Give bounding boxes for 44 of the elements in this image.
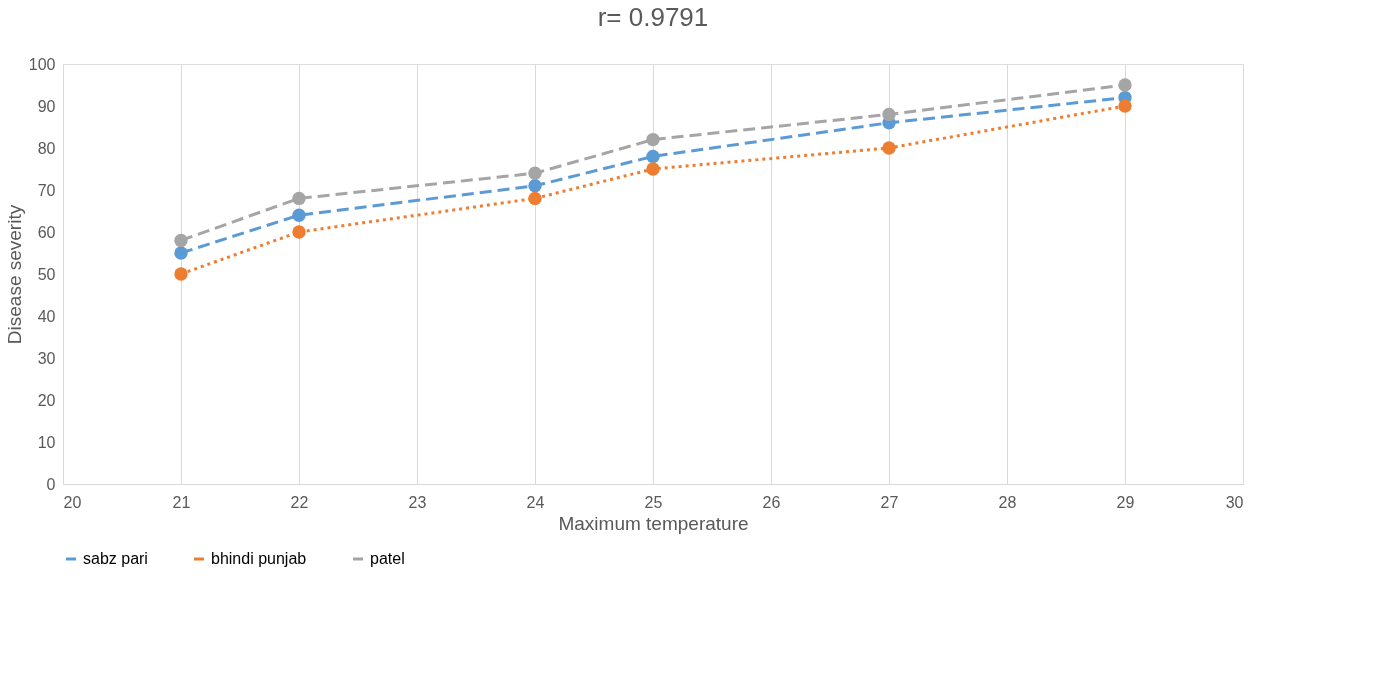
point bbox=[174, 267, 188, 281]
chart-title: r= 0.9791 bbox=[597, 2, 709, 32]
y-tick-label: 60 bbox=[37, 223, 56, 241]
point bbox=[528, 166, 542, 180]
point bbox=[528, 191, 542, 206]
y-tick-label: 40 bbox=[37, 307, 56, 325]
x-axis-title: Maximum temperature bbox=[558, 512, 749, 534]
point bbox=[174, 233, 188, 248]
point bbox=[174, 246, 188, 260]
y-tick-label: 90 bbox=[37, 97, 56, 115]
y-tick-label: 100 bbox=[28, 55, 56, 73]
point bbox=[882, 141, 896, 155]
point bbox=[1118, 99, 1132, 113]
y-tick-label: 30 bbox=[37, 349, 56, 367]
x-tick-label: 26 bbox=[762, 493, 781, 511]
point bbox=[882, 107, 896, 122]
point bbox=[646, 132, 660, 147]
x-tick-label: 24 bbox=[526, 493, 545, 511]
point bbox=[292, 225, 306, 239]
point bbox=[1118, 78, 1132, 92]
y-tick-label: 10 bbox=[37, 433, 56, 451]
legend-label: bhindi punjab bbox=[211, 550, 307, 567]
legend-label: sabz pari bbox=[83, 550, 148, 567]
y-tick-label: 0 bbox=[46, 475, 56, 493]
point bbox=[292, 191, 306, 206]
point bbox=[646, 149, 660, 164]
y-tick-label: 80 bbox=[37, 139, 56, 157]
point bbox=[528, 179, 542, 193]
y-axis-title: Disease severity bbox=[3, 204, 25, 345]
x-tick-label: 29 bbox=[1116, 493, 1135, 511]
point bbox=[292, 208, 306, 222]
legend-label: patel bbox=[370, 550, 405, 567]
y-tick-label: 70 bbox=[37, 181, 56, 199]
x-tick-label: 27 bbox=[880, 493, 899, 511]
x-tick-label: 25 bbox=[644, 493, 663, 511]
x-tick-label: 21 bbox=[172, 493, 191, 511]
point bbox=[646, 162, 660, 176]
x-tick-label: 22 bbox=[290, 493, 309, 511]
x-tick-label: 28 bbox=[998, 493, 1017, 511]
x-tick-label: 30 bbox=[1225, 493, 1244, 511]
x-tick-label: 20 bbox=[63, 493, 82, 511]
x-tick-label: 23 bbox=[408, 493, 427, 511]
y-tick-label: 20 bbox=[37, 391, 56, 409]
y-tick-label: 50 bbox=[37, 265, 56, 283]
